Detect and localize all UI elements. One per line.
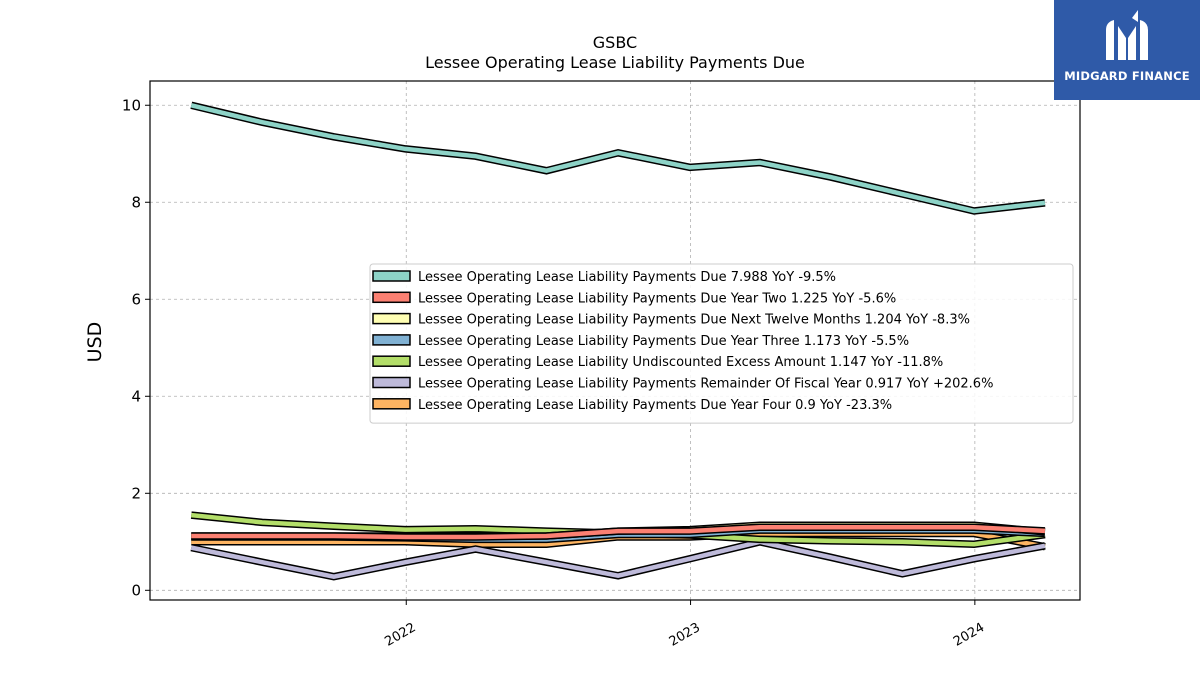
plot-frame xyxy=(149,80,1081,601)
series-line-outline xyxy=(190,101,1046,215)
midgard-logo-icon xyxy=(1106,10,1148,60)
x-tick-label: 2022 xyxy=(382,620,418,650)
legend-swatch xyxy=(372,270,411,282)
legend: Lessee Operating Lease Liability Payment… xyxy=(369,263,1074,424)
series-lines xyxy=(190,101,1046,581)
logo-text: MIDGARD FINANCE xyxy=(1064,69,1190,83)
legend-swatch xyxy=(372,334,411,346)
legend-swatch xyxy=(372,312,411,325)
y-axis-label: USD xyxy=(84,322,106,363)
legend-box xyxy=(369,263,1074,424)
y-tick-label: 4 xyxy=(131,387,141,405)
legend-entry: Lessee Operating Lease Liability Payment… xyxy=(418,398,892,413)
x-tick-label: 2023 xyxy=(667,620,703,650)
x-tick-label: 2024 xyxy=(951,620,987,650)
legend-swatch xyxy=(372,291,411,304)
legend-entry: Lessee Operating Lease Liability Payment… xyxy=(418,334,909,349)
y-tick-label: 2 xyxy=(131,484,141,502)
series-line-fill xyxy=(190,539,1046,580)
series-line-fill xyxy=(190,103,1046,214)
legend-swatch xyxy=(372,355,411,367)
legend-swatch xyxy=(372,398,411,410)
y-tick-label: 8 xyxy=(131,193,141,211)
series-line-5 xyxy=(190,537,1046,581)
legend-entry: Lessee Operating Lease Liability Payment… xyxy=(418,270,836,285)
chart-title: GSBC xyxy=(593,33,637,52)
y-tick-label: 6 xyxy=(131,290,141,308)
y-axis-ticks: 0 2 4 6 8 10 xyxy=(122,96,150,599)
series-line-fill xyxy=(191,524,1046,540)
legend-entry: Lessee Operating Lease Liability Payment… xyxy=(418,291,896,306)
x-axis-ticks: 2022 2023 2024 xyxy=(382,600,987,650)
chart-subtitle: Lessee Operating Lease Liability Payment… xyxy=(425,53,805,72)
y-tick-label: 10 xyxy=(122,96,141,114)
midgard-finance-logo: MIDGARD FINANCE xyxy=(1054,0,1200,100)
series-line-1 xyxy=(191,523,1046,541)
legend-entry: Lessee Operating Lease Liability Payment… xyxy=(418,377,993,392)
y-tick-label: 0 xyxy=(131,581,141,599)
legend-entry: Lessee Operating Lease Liability Payment… xyxy=(418,313,970,328)
legend-swatch xyxy=(372,376,411,389)
series-line-0 xyxy=(190,101,1046,215)
legend-entry: Lessee Operating Lease Liability Undisco… xyxy=(418,355,943,370)
